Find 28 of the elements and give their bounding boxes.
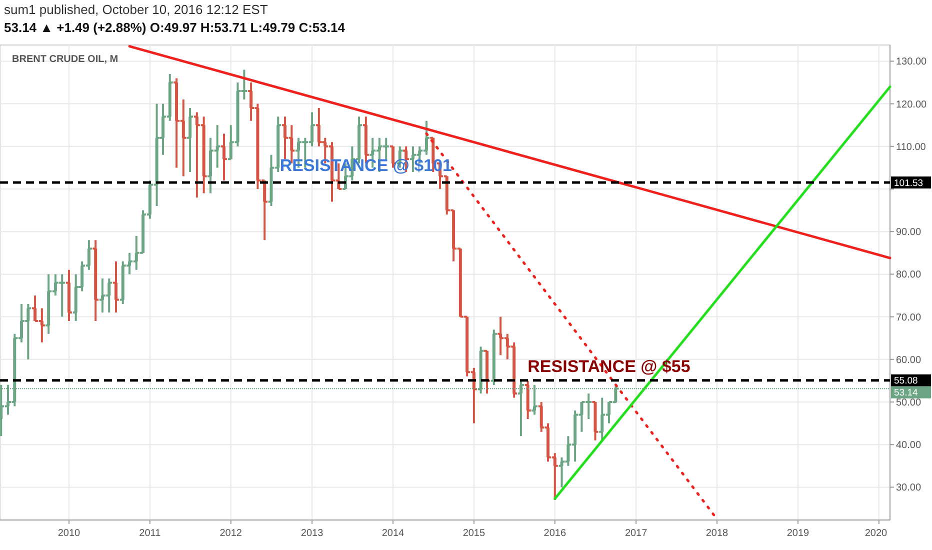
x-tick-label: 2020 xyxy=(864,528,888,539)
x-tick-label: 2017 xyxy=(624,528,648,539)
y-tick-label: 50.00 xyxy=(896,397,922,408)
y-tick-label: 30.00 xyxy=(896,482,922,494)
y-tick-label: 70.00 xyxy=(896,312,922,324)
y-tick-label: 130.00 xyxy=(896,56,928,68)
x-tick-label: 2018 xyxy=(706,528,729,539)
y-tick-label: 80.00 xyxy=(896,270,922,281)
y-tick-label: 110.00 xyxy=(896,142,926,153)
x-tick-label: 2014 xyxy=(382,528,405,539)
y-tick-label: 120.00 xyxy=(896,99,928,110)
text: sum1 published, October 10, 2016 12:12 EST xyxy=(4,2,268,17)
y-tick-label: 90.00 xyxy=(896,227,922,238)
ref-line-label: 55.08 xyxy=(894,376,918,387)
x-tick-label: 2016 xyxy=(544,528,566,539)
x-tick-label: 2015 xyxy=(462,528,486,539)
text: BRENT CRUDE OIL, M xyxy=(12,54,118,65)
x-tick-label: 2013 xyxy=(300,528,324,539)
annotation: RESISTANCE @ $55 xyxy=(528,357,690,376)
text: 53.14 ▲ +1.49 (+2.88%) O:49.97 H:53.71 L:49.79 C:53.14 xyxy=(4,20,346,35)
x-tick-label: 2011 xyxy=(139,528,162,539)
y-tick-label: 60.00 xyxy=(896,354,922,366)
ref-line-label: 101.53 xyxy=(894,178,924,189)
y-tick-label: 40.00 xyxy=(896,440,922,452)
x-tick-label: 2012 xyxy=(220,528,242,539)
x-tick-label: 2019 xyxy=(786,528,810,539)
x-tick-label: 2010 xyxy=(58,528,81,539)
ref-line-label: 53.14 xyxy=(894,388,918,399)
